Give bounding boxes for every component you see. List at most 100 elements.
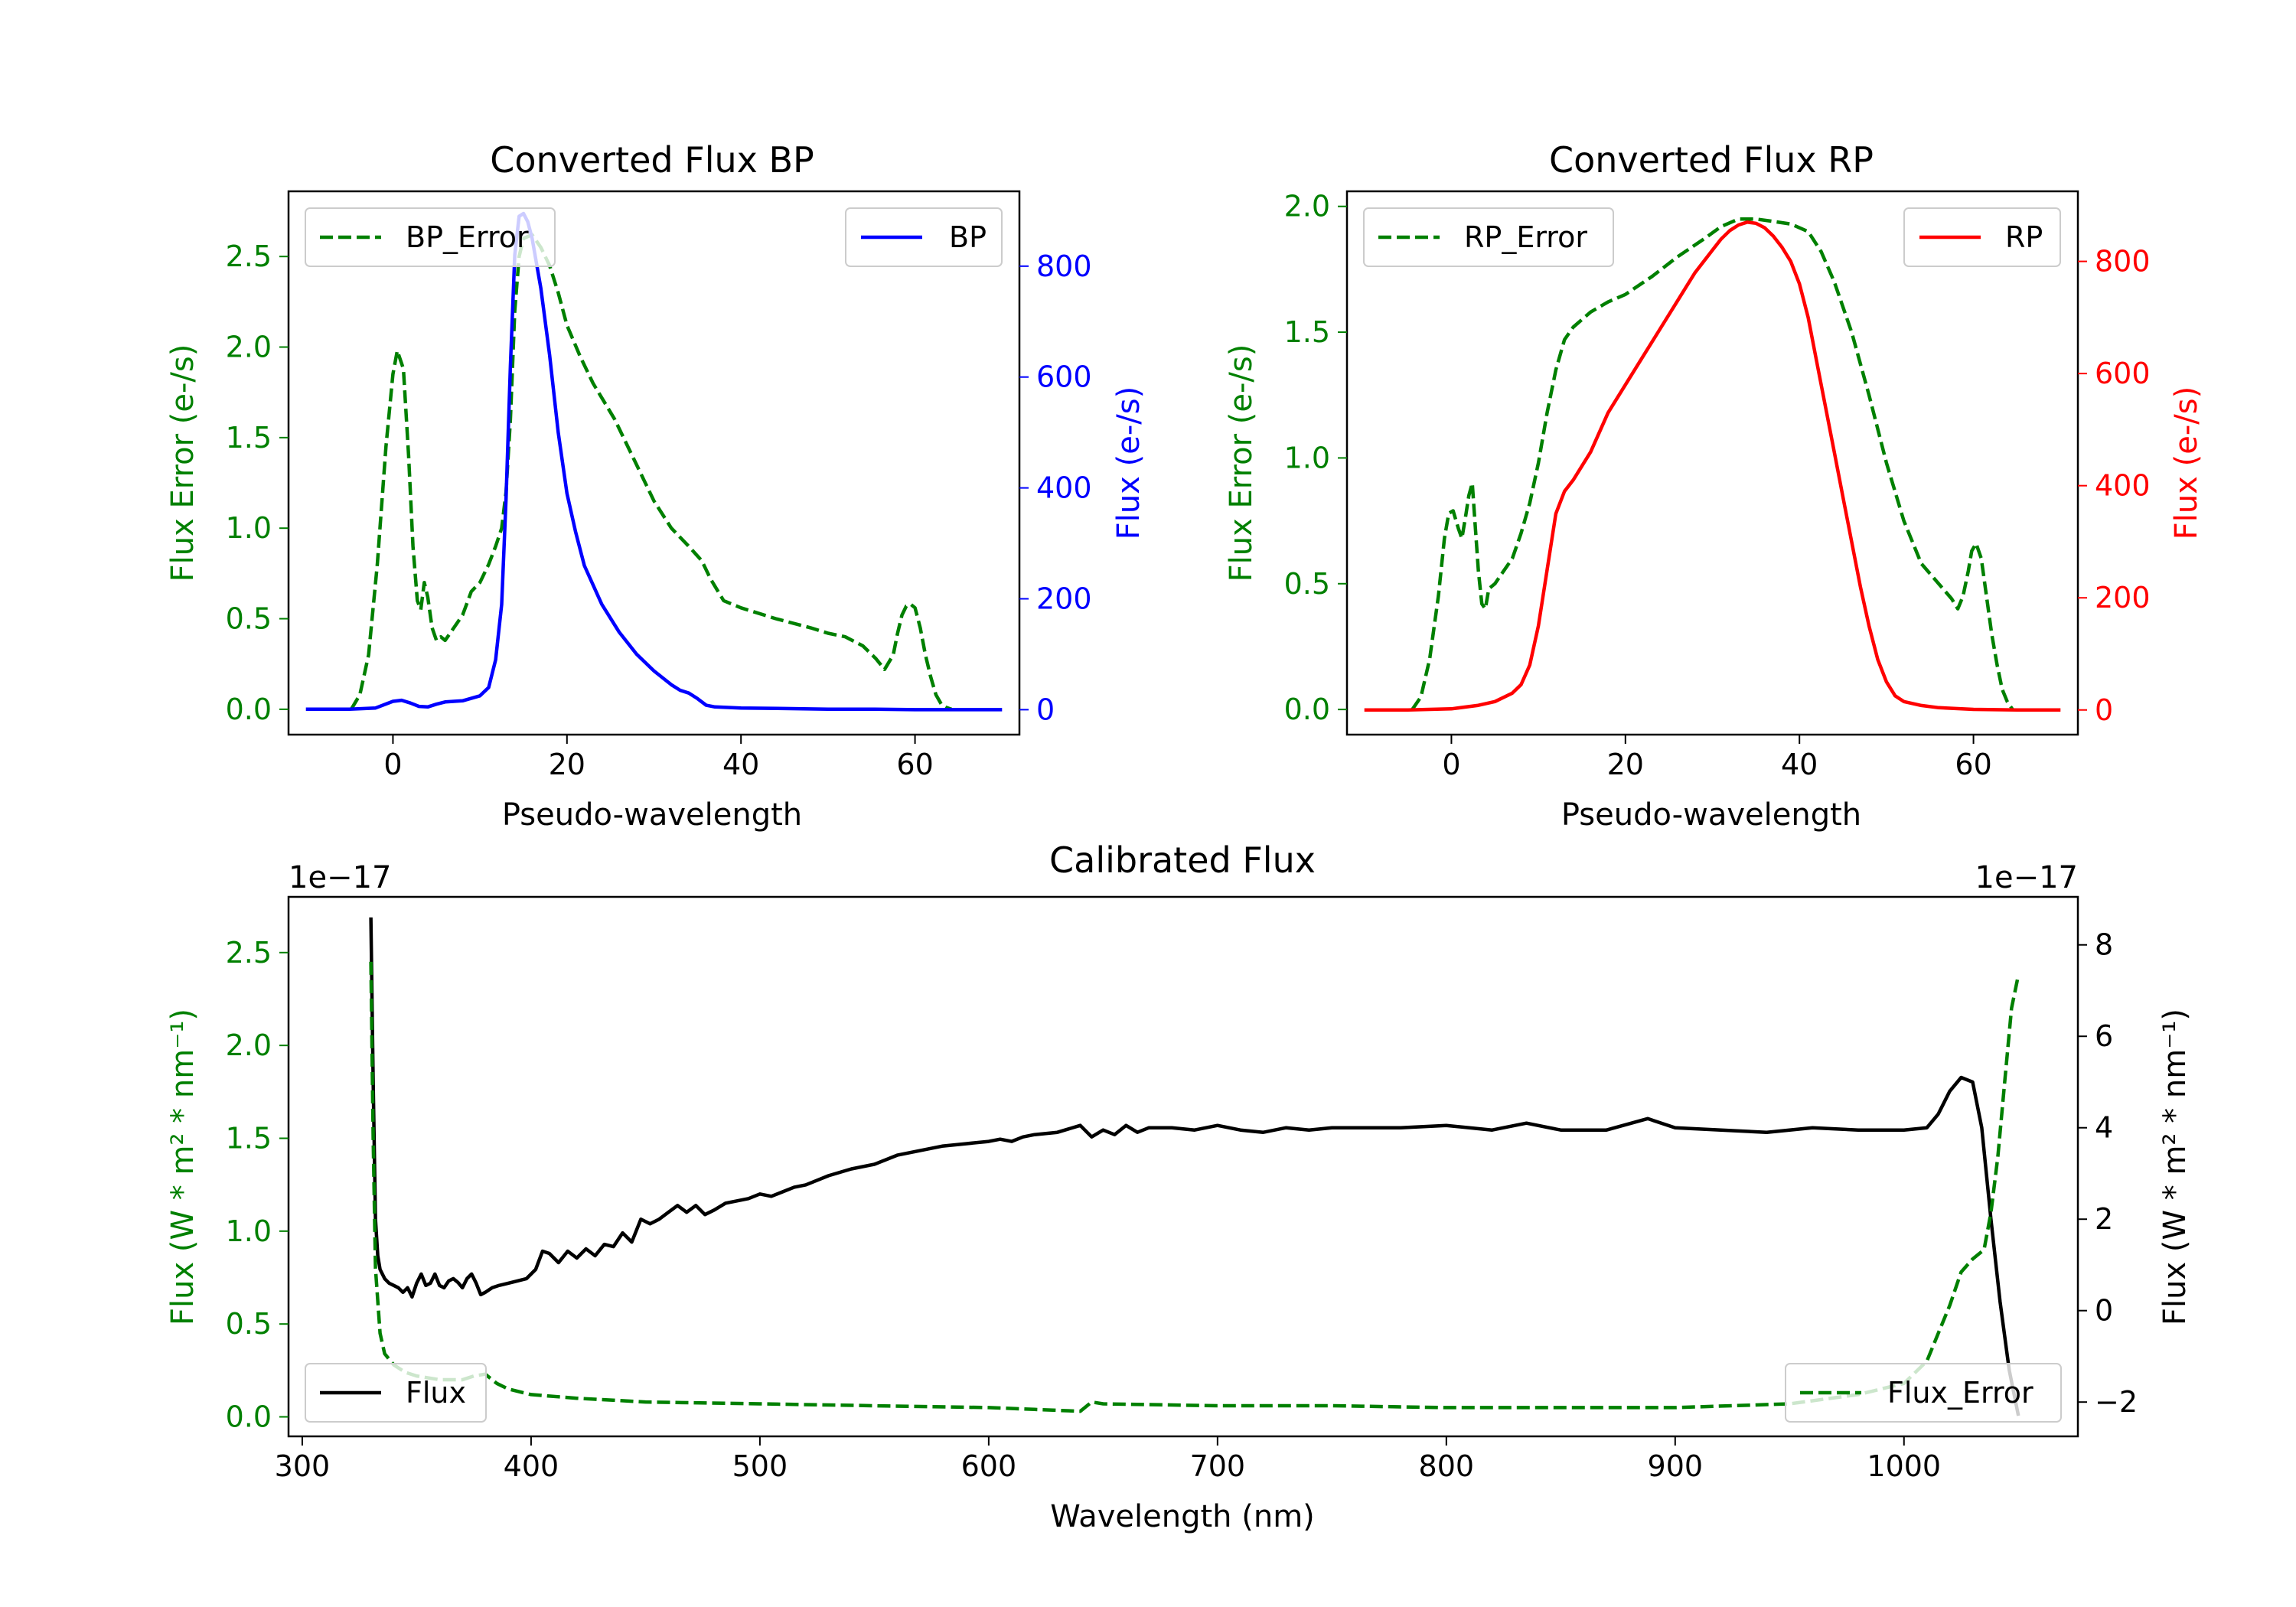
bp-legend: BP bbox=[845, 207, 1003, 267]
calibrated-x-tick-label: 600 bbox=[961, 1449, 1017, 1483]
bp-legend-label: BP bbox=[949, 220, 987, 254]
bp-x-tick-label: 60 bbox=[896, 748, 933, 781]
bp-left-axis-label: Flux Error (e-/s) bbox=[165, 344, 201, 582]
rp-error-legend-label: RP_Error bbox=[1464, 220, 1587, 254]
calibrated-series-layer bbox=[369, 917, 2020, 1416]
bp-right-tick-label: 0 bbox=[1036, 693, 1055, 726]
rp-right-tick-label: 800 bbox=[2095, 245, 2151, 279]
calibrated-right-tick-label: −2 bbox=[2095, 1385, 2138, 1419]
calibrated-x-tick-label: 900 bbox=[1648, 1449, 1704, 1483]
bp-error-legend-label: BP_Error bbox=[406, 220, 529, 254]
flux-legend: Flux bbox=[305, 1363, 487, 1423]
bp-right-tick-label: 600 bbox=[1036, 360, 1092, 394]
rp-x-tick-label: 60 bbox=[1955, 748, 1991, 781]
calibrated-plot-frame bbox=[287, 895, 2079, 1438]
bp-x-axis-label: Pseudo-wavelength bbox=[502, 797, 802, 833]
rp-right-ticks: 0 200 400 600 800 bbox=[2078, 245, 2151, 727]
calibrated-left-offset-text: 1e−17 bbox=[289, 860, 391, 895]
rp-x-ticks: 0 20 40 60 bbox=[1442, 735, 1992, 781]
rp-right-tick-label: 600 bbox=[2095, 357, 2151, 390]
rp-rp-line bbox=[1364, 220, 2061, 712]
bp-left-tick-label: 2.5 bbox=[226, 240, 272, 273]
calibrated-flux-line bbox=[369, 917, 2020, 1416]
bp-right-axis-label: Flux (e-/s) bbox=[1111, 386, 1146, 539]
calibrated-left-tick-label: 1.0 bbox=[226, 1214, 272, 1248]
calibrated-left-tick-label: 0.0 bbox=[226, 1400, 272, 1434]
calibrated-x-tick-label: 800 bbox=[1419, 1449, 1475, 1483]
calibrated-right-axis-label: Flux (W * m² * nm⁻¹) bbox=[2157, 1009, 2193, 1325]
calibrated-right-ticks: −2 0 2 4 6 8 bbox=[2078, 928, 2138, 1419]
rp-right-tick-label: 200 bbox=[2095, 581, 2151, 614]
bp-series-layer bbox=[305, 211, 1003, 712]
bp-x-tick-label: 0 bbox=[383, 748, 402, 781]
bp-x-ticks: 0 20 40 60 bbox=[383, 735, 934, 781]
bp-right-tick-label: 400 bbox=[1036, 471, 1092, 505]
calibrated-x-tick-label: 500 bbox=[732, 1449, 788, 1483]
rp-right-axis-label: Flux (e-/s) bbox=[2169, 386, 2204, 539]
rp-left-axis-label: Flux Error (e-/s) bbox=[1224, 344, 1259, 582]
rp-legend: RP bbox=[1903, 207, 2061, 267]
calibrated-right-tick-label: 8 bbox=[2095, 928, 2113, 962]
rp-left-tick-label: 0.5 bbox=[1284, 567, 1330, 601]
bp-title: Converted Flux BP bbox=[490, 139, 814, 181]
calibrated-right-tick-label: 4 bbox=[2095, 1111, 2113, 1145]
bp-x-tick-label: 20 bbox=[549, 748, 585, 781]
rp-rp-error-line bbox=[1411, 217, 2014, 711]
bp-x-tick-label: 40 bbox=[722, 748, 759, 781]
bp-right-ticks: 0 200 400 600 800 bbox=[1019, 249, 1092, 726]
calibrated-title: Calibrated Flux bbox=[1049, 839, 1316, 881]
bp-left-tick-label: 0.0 bbox=[226, 693, 272, 726]
calibrated-x-tick-label: 1000 bbox=[1867, 1449, 1941, 1483]
bp-plot-frame bbox=[287, 190, 1021, 736]
bp-left-tick-label: 0.5 bbox=[226, 602, 272, 636]
rp-right-tick-label: 400 bbox=[2095, 469, 2151, 503]
bp-left-tick-label: 1.5 bbox=[226, 421, 272, 455]
rp-left-tick-label: 2.0 bbox=[1284, 190, 1330, 223]
calibrated-left-tick-label: 2.0 bbox=[226, 1028, 272, 1062]
flux-error-legend-label: Flux_Error bbox=[1887, 1376, 2033, 1410]
rp-x-tick-label: 20 bbox=[1607, 748, 1644, 781]
calibrated-left-tick-label: 2.5 bbox=[226, 936, 272, 970]
calibrated-x-tick-label: 400 bbox=[504, 1449, 559, 1483]
bp-right-tick-label: 200 bbox=[1036, 582, 1092, 616]
calibrated-x-tick-label: 700 bbox=[1190, 1449, 1246, 1483]
bp-error-legend: BP_Error bbox=[305, 207, 556, 267]
calibrated-x-ticks: 300 400 500 600 700 800 900 1000 bbox=[275, 1436, 1941, 1483]
rp-error-legend: RP_Error bbox=[1363, 207, 1614, 267]
calibrated-left-ticks: 0.0 0.5 1.0 1.5 2.0 2.5 bbox=[226, 936, 289, 1434]
rp-left-tick-label: 1.0 bbox=[1284, 441, 1330, 474]
calibrated-left-axis-label: Flux (W * m² * nm⁻¹) bbox=[165, 1009, 201, 1325]
bp-panel: Converted Flux BP 0 20 40 60 0.0 0.5 1.0 1.5 2.… bbox=[165, 139, 1146, 833]
rp-series-layer bbox=[1364, 217, 2061, 712]
rp-panel: Converted Flux RP 0 20 40 60 0.0 0.5 1.0 1.5 2.… bbox=[1224, 139, 2204, 833]
rp-plot-frame bbox=[1345, 190, 2079, 736]
flux-legend-label: Flux bbox=[406, 1376, 466, 1410]
calibrated-right-offset-text: 1e−17 bbox=[1975, 860, 2078, 895]
rp-legend-label: RP bbox=[2005, 220, 2043, 254]
calibrated-right-tick-label: 2 bbox=[2095, 1202, 2113, 1236]
rp-right-tick-label: 0 bbox=[2095, 693, 2113, 727]
calibrated-left-tick-label: 1.5 bbox=[226, 1121, 272, 1155]
rp-x-tick-label: 40 bbox=[1781, 748, 1818, 781]
rp-title: Converted Flux RP bbox=[1549, 139, 1874, 181]
bp-left-tick-label: 1.0 bbox=[226, 511, 272, 545]
bp-right-tick-label: 800 bbox=[1036, 249, 1092, 283]
calibrated-right-tick-label: 0 bbox=[2095, 1294, 2113, 1328]
calibrated-flux-error-line bbox=[369, 961, 2020, 1413]
calibrated-right-tick-label: 6 bbox=[2095, 1019, 2113, 1053]
rp-left-tick-label: 0.0 bbox=[1284, 693, 1330, 726]
bp-left-ticks: 0.0 0.5 1.0 1.5 2.0 2.5 bbox=[226, 240, 289, 726]
bp-bp-error-line bbox=[349, 233, 953, 712]
calibrated-x-tick-label: 300 bbox=[275, 1449, 331, 1483]
flux-error-legend: Flux_Error bbox=[1785, 1363, 2062, 1423]
calibrated-left-tick-label: 0.5 bbox=[226, 1307, 272, 1341]
bp-bp-line bbox=[305, 211, 1003, 712]
calibrated-x-axis-label: Wavelength (nm) bbox=[1050, 1499, 1315, 1534]
rp-x-tick-label: 0 bbox=[1442, 748, 1460, 781]
calibrated-panel: Calibrated Flux 1e−17 1e−17 300 400 500 600… bbox=[165, 839, 2193, 1534]
rp-x-axis-label: Pseudo-wavelength bbox=[1561, 797, 1861, 833]
bp-left-tick-label: 2.0 bbox=[226, 331, 272, 364]
rp-left-ticks: 0.0 0.5 1.0 1.5 2.0 bbox=[1284, 190, 1347, 726]
rp-left-tick-label: 1.5 bbox=[1284, 315, 1330, 349]
